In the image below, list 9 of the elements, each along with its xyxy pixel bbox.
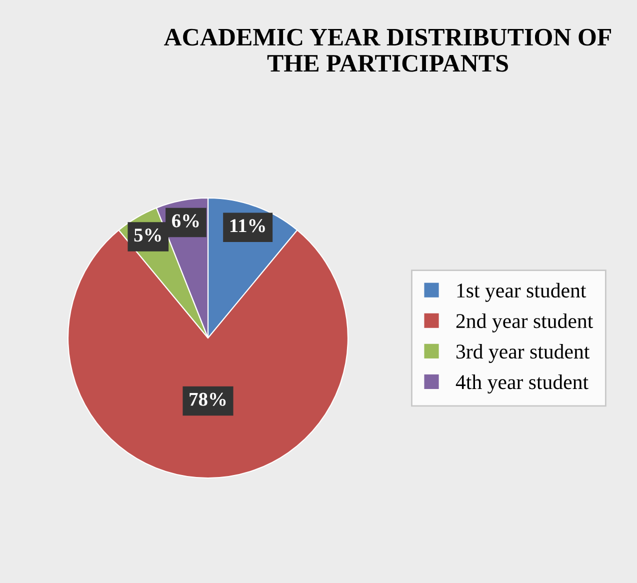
chart-title: ACADEMIC YEAR DISTRIBUTION OF THE PARTICIPANTS	[164, 28, 612, 72]
legend-label: 1st year student	[457, 282, 586, 302]
data-label: 6%	[172, 214, 199, 228]
legend-label: 4th year student	[456, 374, 588, 394]
legend-label: 3rd year student	[456, 344, 590, 363]
legend-label: 2nd year student	[456, 313, 594, 332]
data-label: 78%	[190, 392, 226, 406]
data-label: 11%	[230, 219, 265, 232]
data-label: 5%	[134, 228, 161, 242]
